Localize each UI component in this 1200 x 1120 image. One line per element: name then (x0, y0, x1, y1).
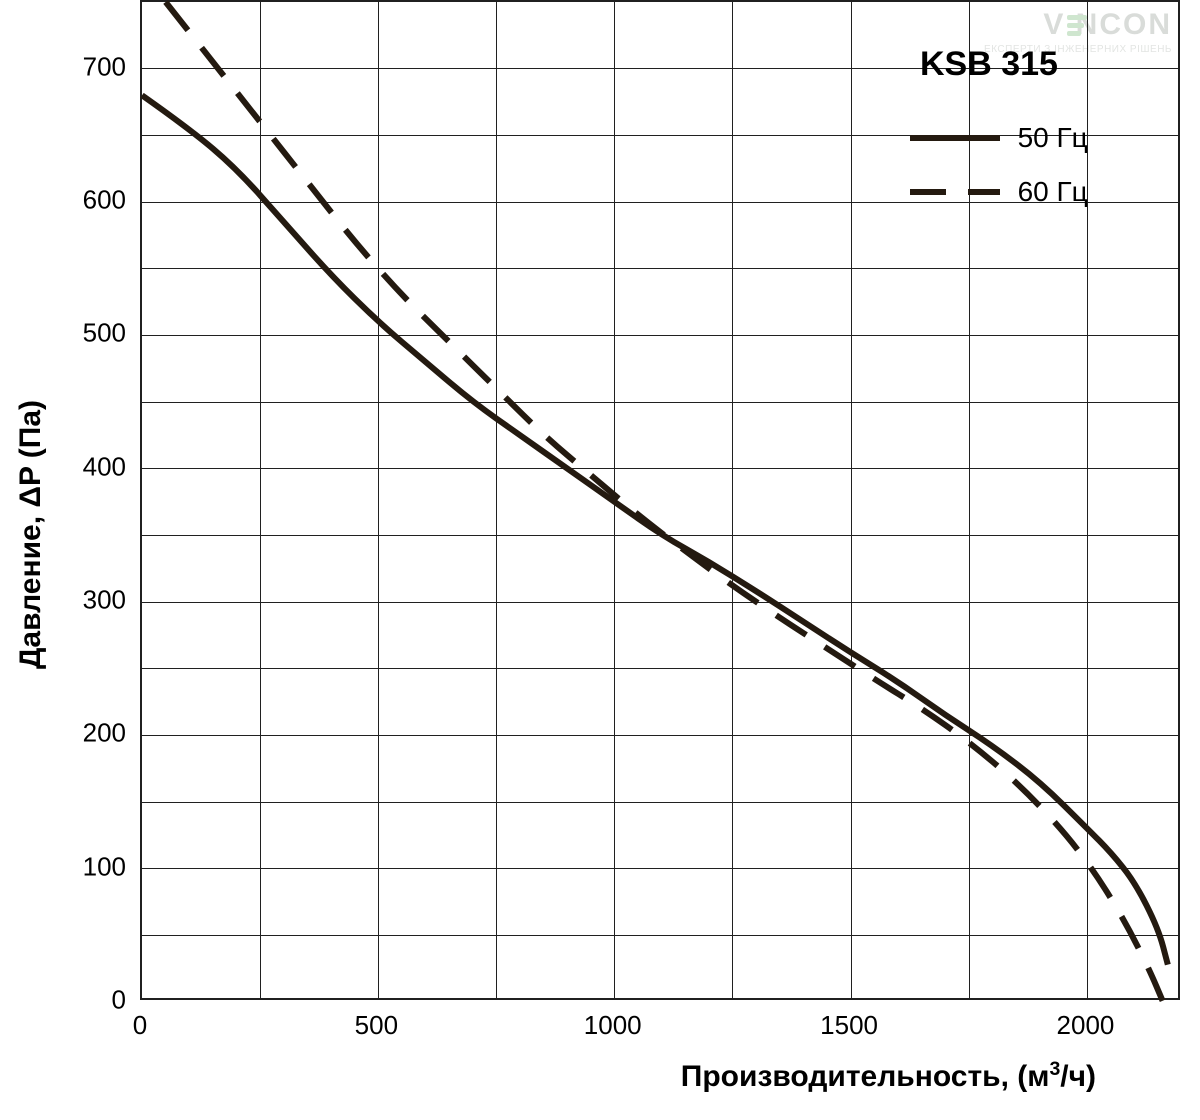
legend: 50 Гц 60 Гц (910, 120, 1088, 228)
x-axis-title: Производительность, (м3/ч) (681, 1058, 1096, 1094)
x-axis-title-sup: 3 (1049, 1058, 1060, 1080)
x-tick-label: 1000 (584, 1010, 642, 1041)
y-tick-label: 100 (83, 851, 126, 882)
chart-title: KSB 315 (920, 45, 1058, 84)
legend-label: 60 Гц (1018, 176, 1088, 208)
x-tick-label: 0 (133, 1010, 147, 1041)
fan-curve-chart: V NCON ЕКСПЕРТИ З ІНЖЕНЕРНИХ РІШЕНЬ Давл… (0, 0, 1200, 1120)
x-axis-title-tail: /ч) (1060, 1060, 1096, 1093)
legend-label: 50 Гц (1018, 122, 1088, 154)
x-axis-title-text: Производительность, (м (681, 1060, 1050, 1093)
y-tick-label: 0 (112, 985, 126, 1016)
y-tick-label: 400 (83, 451, 126, 482)
legend-swatch (910, 174, 1000, 210)
x-tick-label: 1500 (820, 1010, 878, 1041)
y-tick-label: 300 (83, 585, 126, 616)
y-tick-label: 700 (83, 51, 126, 82)
y-tick-label: 600 (83, 185, 126, 216)
legend-swatch (910, 120, 1000, 156)
legend-item-hz50: 50 Гц (910, 120, 1088, 156)
y-tick-label: 500 (83, 318, 126, 349)
y-tick-label: 200 (83, 718, 126, 749)
x-tick-label: 2000 (1057, 1010, 1115, 1041)
legend-item-hz60: 60 Гц (910, 174, 1088, 210)
x-tick-label: 500 (355, 1010, 398, 1041)
y-axis-title: Давление, ΔP (Па) (14, 400, 48, 669)
